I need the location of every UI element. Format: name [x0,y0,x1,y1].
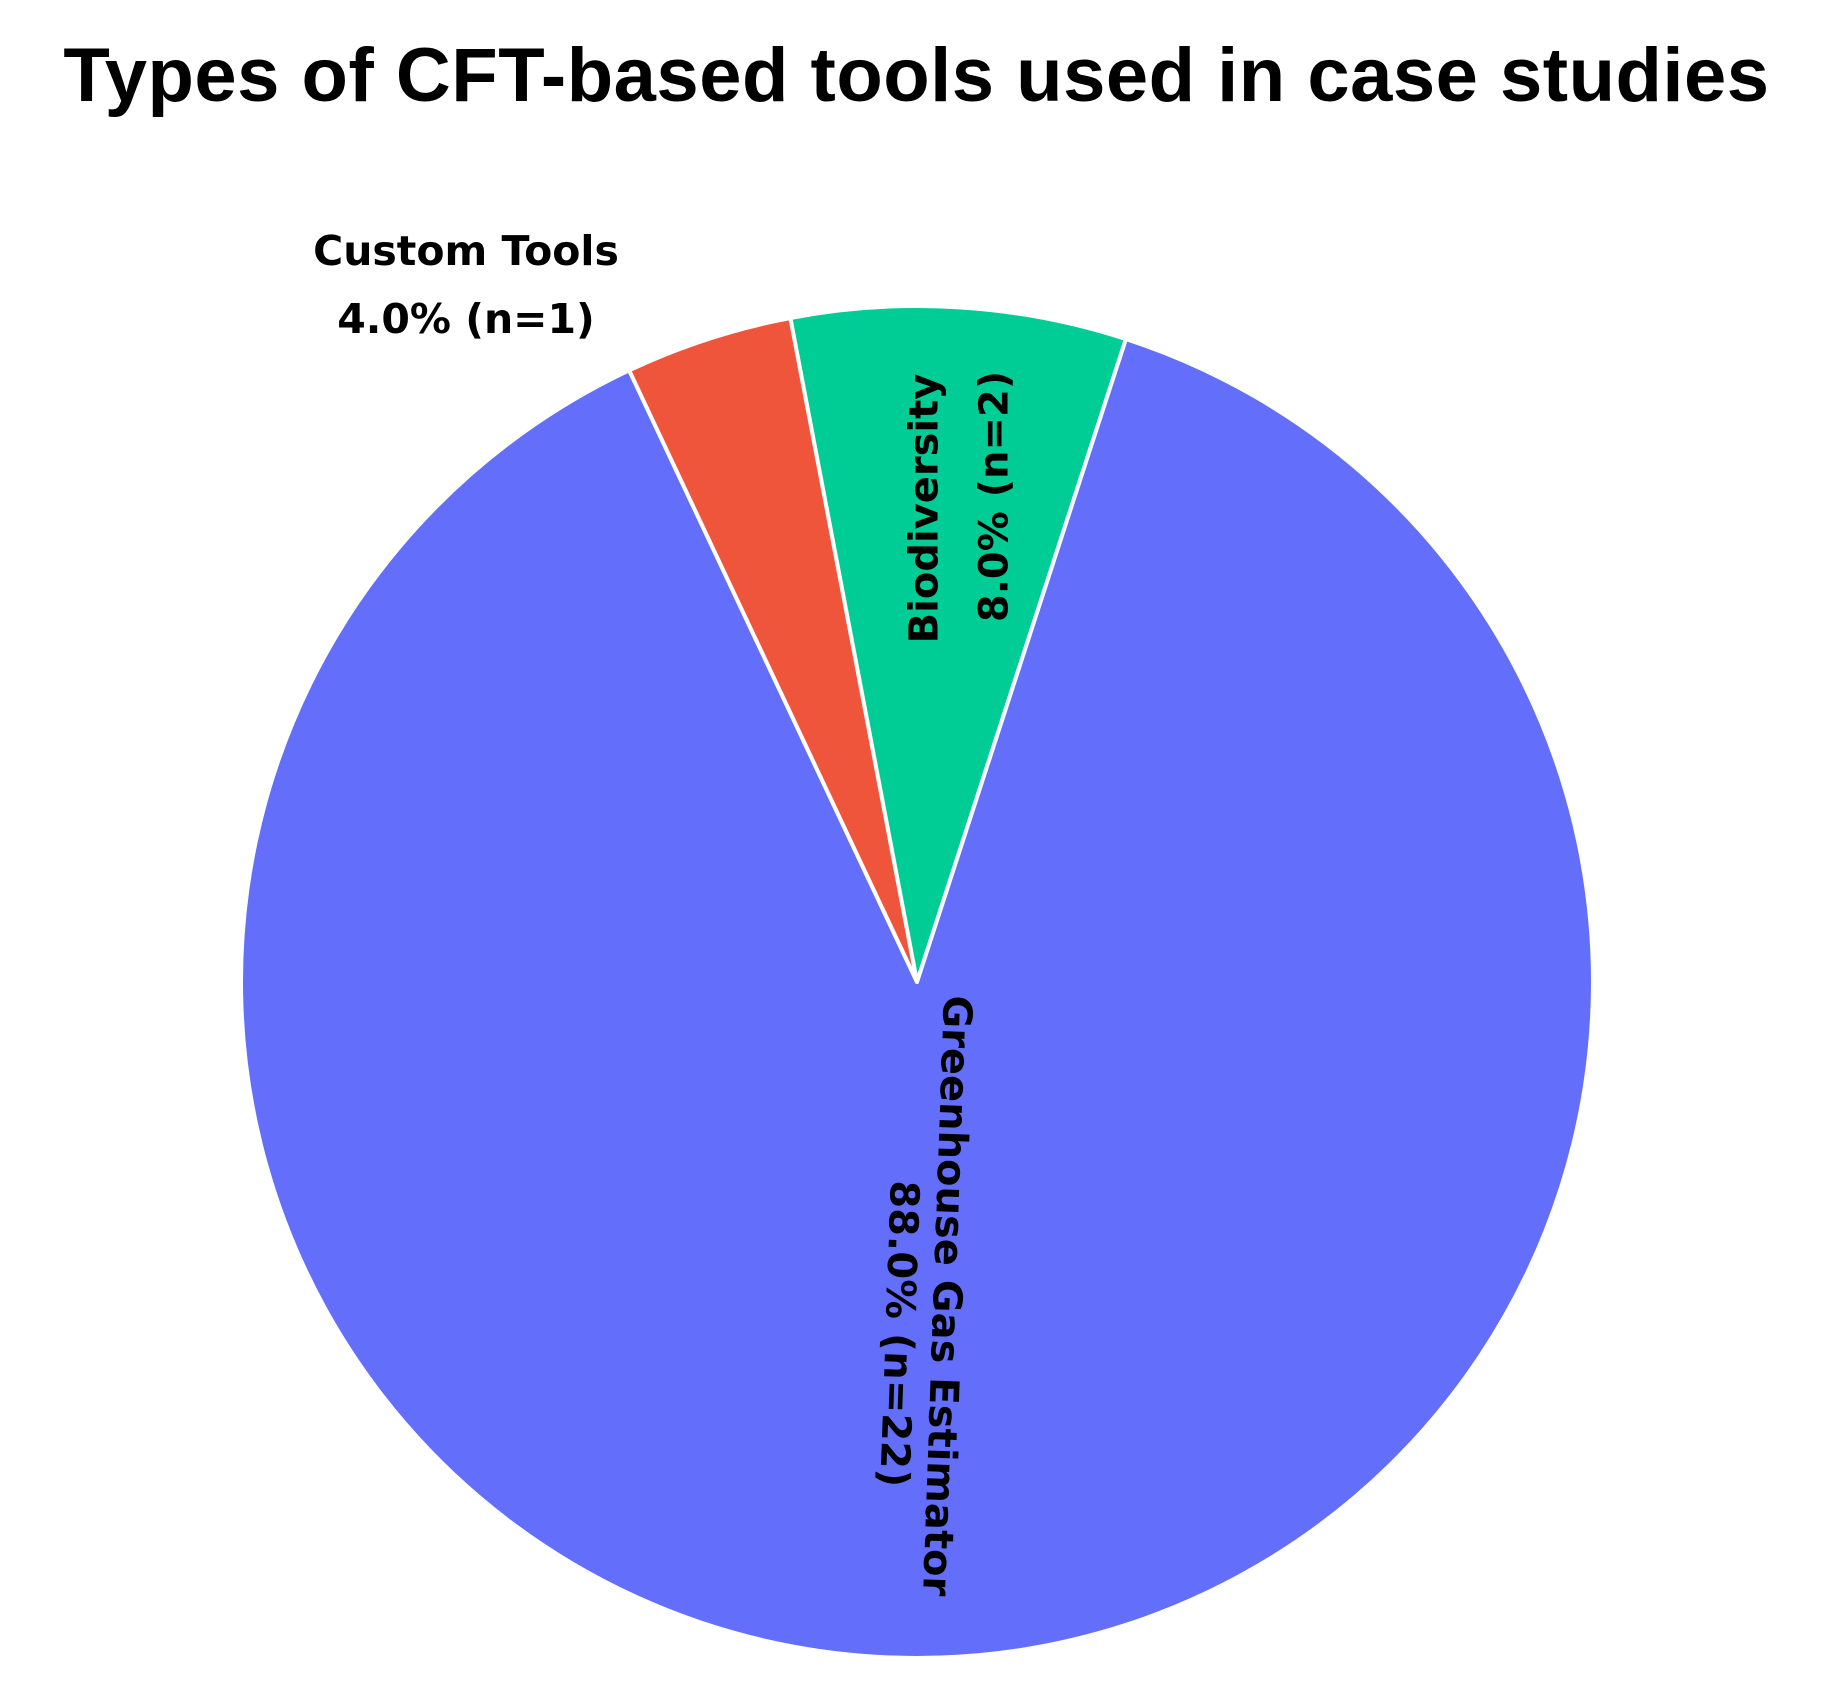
pie-labels: Biodiversity 8.0% (n=2) Greenhouse Gas Est… [313,227,1018,1597]
pie-slices [239,303,1595,1660]
pie-slice-custom-tools [627,315,919,984]
slice-value-biodiversity: 8.0% (n=2) [972,371,1018,622]
slice-label-custom-tools: Custom Tools [313,227,619,275]
chart-title: Types of CFT-based tools used in case st… [63,33,1770,118]
slice-label-biodiversity: Biodiversity [902,374,948,644]
slice-value-custom-tools: 4.0% (n=1) [337,295,595,343]
pie-slice-biodiversity [788,303,1128,984]
pie-slice-greenhouse-gas-estimator [239,337,1595,1660]
slice-value-greenhouse-gas-estimator: 88.0% (n=22) [870,1180,927,1488]
